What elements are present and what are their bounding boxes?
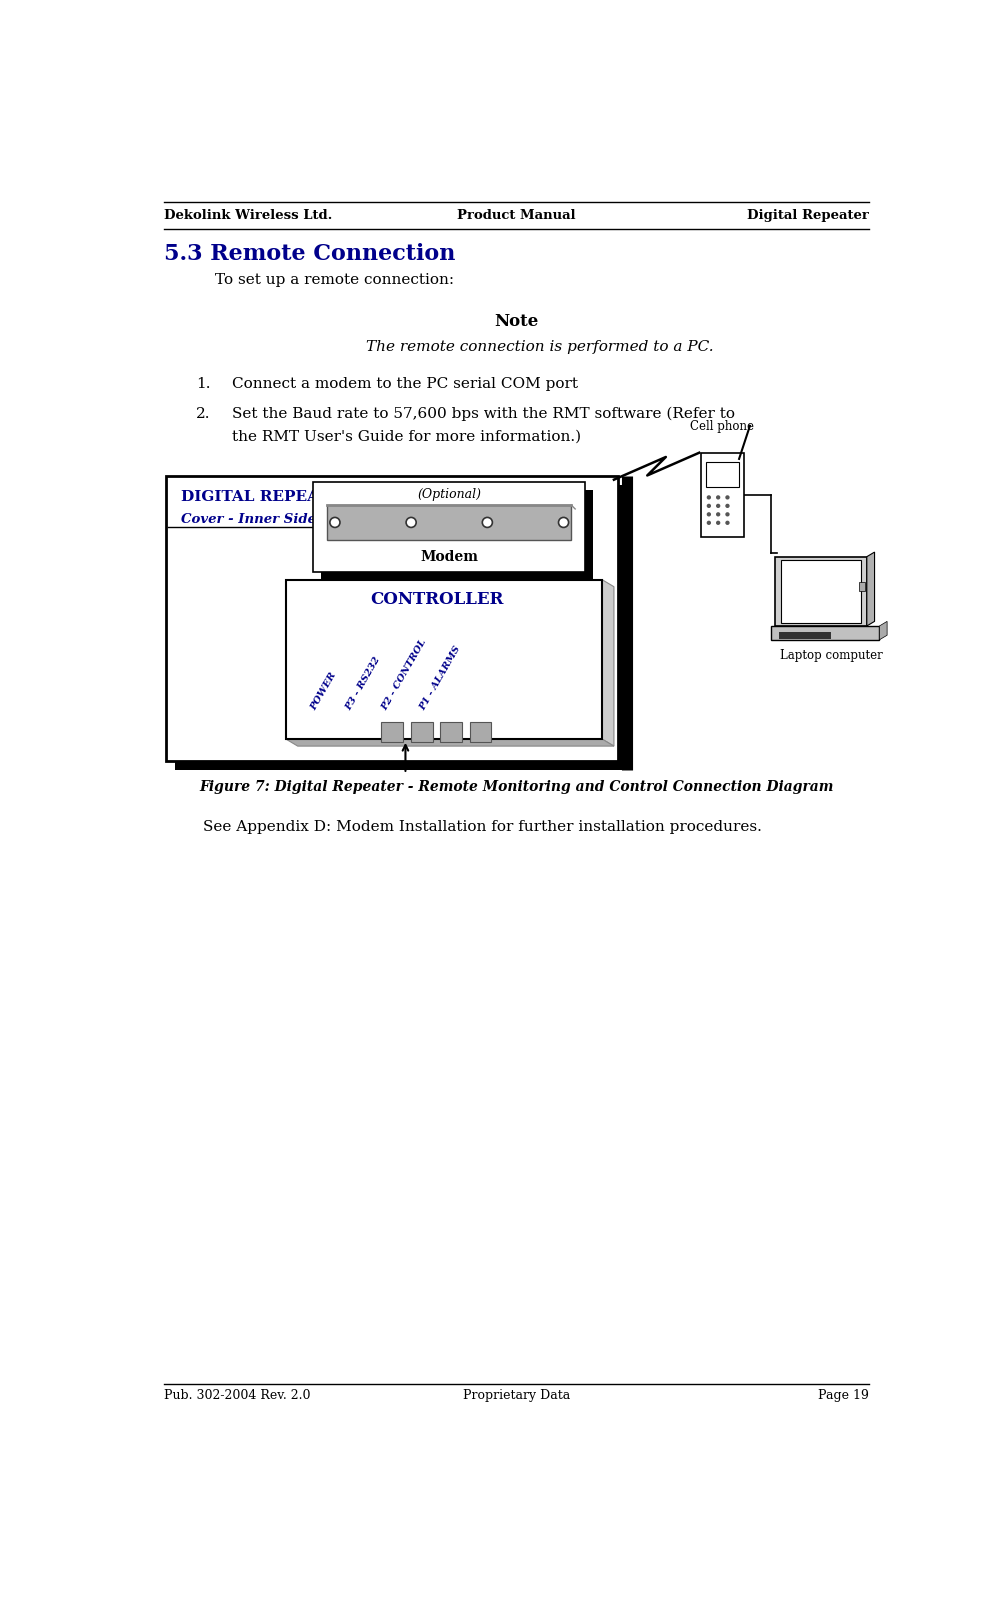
Bar [780,560,861,622]
Bar [166,476,618,760]
Circle shape [716,521,720,525]
Text: Product Manual: Product Manual [458,210,576,223]
Circle shape [725,496,730,499]
Circle shape [716,504,720,508]
Bar [327,505,571,541]
Circle shape [483,518,493,528]
Circle shape [725,504,730,508]
Bar [440,722,462,743]
Text: 2.: 2. [197,406,211,420]
Bar [771,626,880,640]
Circle shape [725,512,730,516]
Text: Dekolink Wireless Ltd.: Dekolink Wireless Ltd. [165,210,333,223]
Text: Connect a modem to the PC serial COM port: Connect a modem to the PC serial COM por… [231,377,578,391]
Text: The remote connection is performed to a PC.: The remote connection is performed to a … [366,340,714,354]
Bar [176,484,628,770]
Circle shape [716,496,720,499]
Text: 1.: 1. [197,377,211,391]
Circle shape [707,521,711,525]
Text: 5.3 Remote Connection: 5.3 Remote Connection [165,242,456,265]
Text: the RMT User's Guide for more information.): the RMT User's Guide for more informatio… [231,430,581,444]
Text: See Appendix D: Modem Installation for further installation procedures.: See Appendix D: Modem Installation for f… [204,820,762,834]
Text: P1 - ALARMS: P1 - ALARMS [418,645,462,712]
Text: POWER: POWER [310,670,339,712]
Text: Cell phone: Cell phone [690,420,755,433]
Polygon shape [880,621,887,640]
Text: Cover - Inner Side: Cover - Inner Side [182,513,317,526]
Bar [706,462,739,488]
Text: Page 19: Page 19 [818,1389,869,1402]
Circle shape [406,518,416,528]
Text: Proprietary Data: Proprietary Data [463,1389,570,1402]
Text: (Optional): (Optional) [417,488,482,500]
Polygon shape [286,739,614,746]
Bar [286,579,603,739]
Text: DIGITAL REPEATER: DIGITAL REPEATER [182,489,355,504]
Text: CONTROLLER: CONTROLLER [369,592,503,608]
Text: Figure 7: Digital Repeater - Remote Monitoring and Control Connection Diagram: Figure 7: Digital Repeater - Remote Moni… [200,780,834,794]
Text: Set the Baud rate to 57,600 bps with the RMT software (Refer to: Set the Baud rate to 57,600 bps with the… [231,406,735,420]
Text: Modem: Modem [420,550,479,565]
Text: Pub. 302-2004 Rev. 2.0: Pub. 302-2004 Rev. 2.0 [165,1389,311,1402]
Circle shape [707,512,711,516]
Bar [775,557,867,626]
Bar [411,722,433,743]
Circle shape [707,496,711,499]
Text: P3 - RS232: P3 - RS232 [345,656,382,712]
Bar [701,452,744,537]
Circle shape [330,518,340,528]
Text: Laptop computer: Laptop computer [780,650,883,662]
Polygon shape [867,552,875,626]
Bar [779,632,831,638]
Circle shape [716,512,720,516]
Text: Digital Repeater: Digital Repeater [747,210,869,223]
Bar [313,481,585,573]
Text: Note: Note [495,313,539,330]
Text: P2 - CONTROL: P2 - CONTROL [380,638,429,712]
Circle shape [725,521,730,525]
Circle shape [558,518,569,528]
Bar [321,489,593,579]
Text: To set up a remote connection:: To set up a remote connection: [214,273,454,287]
Polygon shape [603,579,614,746]
Bar [470,722,492,743]
Circle shape [707,504,711,508]
Bar [859,582,865,592]
Bar [381,722,403,743]
